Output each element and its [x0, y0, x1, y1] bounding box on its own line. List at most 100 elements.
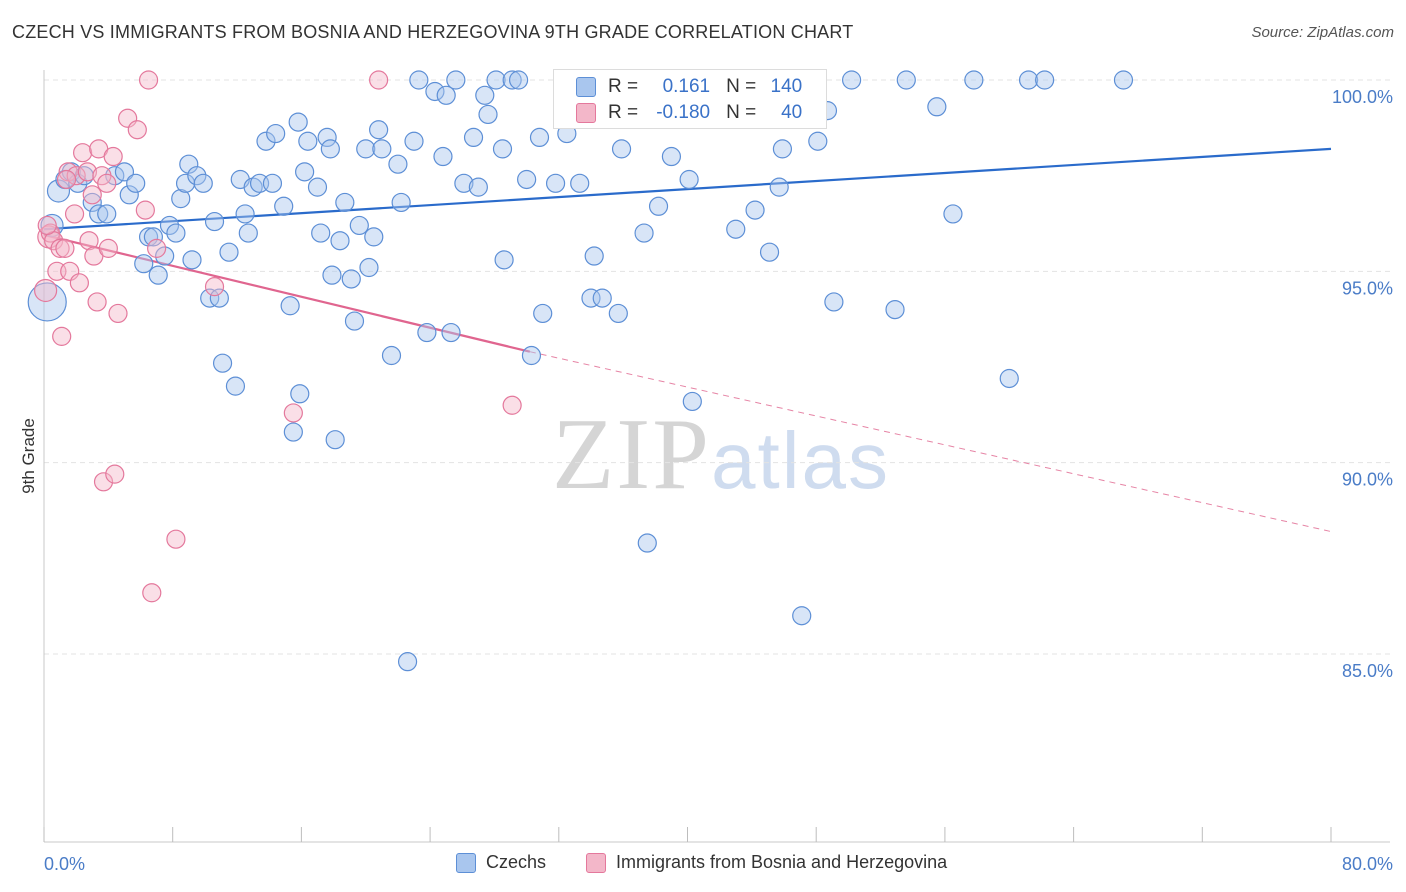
chart-title: CZECH VS IMMIGRANTS FROM BOSNIA AND HERZ… — [12, 22, 854, 42]
czech-point — [679, 169, 699, 190]
czech-point — [841, 70, 862, 90]
bosnia-trend-line-dashed — [529, 351, 1332, 533]
czech-point — [283, 422, 303, 442]
czech-point — [521, 345, 542, 366]
czech-point — [388, 154, 408, 174]
czech-point — [89, 204, 109, 224]
bosnia-point — [283, 403, 303, 423]
czech-point — [927, 97, 947, 117]
czech-point — [182, 250, 202, 270]
bosnia-point — [166, 529, 186, 549]
czech-point — [179, 154, 199, 174]
n-value: 40 — [781, 102, 803, 123]
czech-point — [290, 384, 310, 404]
czech-point — [808, 131, 828, 151]
czech-point — [280, 296, 300, 316]
czech-point — [441, 322, 461, 343]
czech-point — [311, 223, 331, 243]
czech-point — [171, 189, 191, 209]
bosnia-point — [97, 173, 117, 193]
gridlines — [44, 79, 1390, 655]
legend-label-czechs: Czechs — [486, 852, 547, 872]
czech-point — [943, 204, 963, 224]
bosnia-point — [103, 146, 123, 167]
czech-point — [372, 139, 392, 159]
bosnia-point — [127, 120, 147, 140]
y-tick-label: 85.0% — [1342, 661, 1393, 681]
bosnia-point — [87, 292, 107, 312]
czech-point — [235, 204, 255, 224]
czech-point — [225, 376, 246, 396]
n-label: N = — [726, 76, 757, 97]
bosnia-point — [204, 277, 225, 297]
y-tick-label: 95.0% — [1342, 278, 1393, 298]
czechs-legend-swatch — [456, 852, 476, 873]
czech-point — [454, 173, 474, 193]
czech-point — [417, 322, 437, 343]
czech-point — [193, 173, 213, 193]
stats-row-czechs: R = 0.161 N = 140 — [576, 74, 802, 100]
bosnia-point — [142, 583, 162, 603]
czech-point — [166, 223, 186, 243]
czech-point — [322, 265, 342, 285]
bosnia-point — [56, 169, 77, 190]
czech-point — [682, 391, 702, 412]
bosnia-legend-swatch — [586, 852, 606, 873]
czech-point — [349, 215, 369, 236]
czech-point — [436, 85, 456, 105]
legend-label-bosnia: Immigrants from Bosnia and Herzegovina — [616, 852, 948, 872]
czech-point — [648, 196, 669, 216]
czech-point — [502, 70, 522, 90]
r-label: R = — [608, 102, 639, 123]
czech-point — [769, 177, 789, 197]
bosnia-point — [79, 231, 99, 251]
czech-point — [82, 192, 102, 213]
bosnia-point — [502, 395, 522, 415]
czech-point — [581, 288, 601, 308]
czech-point — [999, 368, 1019, 389]
czech-point — [533, 303, 553, 324]
czech-point — [155, 246, 175, 266]
czech-point — [119, 185, 139, 205]
czech-point — [475, 85, 495, 105]
czech-point — [204, 211, 225, 232]
czech-point — [143, 227, 163, 247]
n-value: 140 — [770, 76, 803, 97]
legend-item-czechs[interactable]: Czechs — [456, 852, 546, 873]
bosnia-point — [66, 166, 86, 186]
bosnia-point — [52, 326, 72, 346]
czech-point — [433, 146, 453, 167]
czech-point — [114, 162, 135, 182]
czech-point — [397, 652, 418, 672]
czech-point — [726, 219, 746, 239]
czech-point — [468, 177, 488, 197]
czech-point — [391, 192, 411, 213]
czech-point — [792, 606, 812, 626]
czech-point — [772, 139, 793, 159]
czech-point — [97, 204, 117, 224]
czech-point — [359, 257, 379, 278]
czech-point — [409, 70, 429, 90]
czech-point — [492, 139, 513, 159]
trend-lines — [43, 147, 1332, 533]
czech-point — [529, 127, 550, 147]
x-tick-label-min: 0.0% — [44, 854, 85, 874]
czech-point — [134, 254, 154, 274]
czech-point — [885, 300, 905, 320]
bosnia-point — [98, 238, 118, 258]
watermark: ZIPatlas — [552, 395, 890, 513]
bosnia-point — [73, 143, 93, 163]
czech-point — [364, 227, 384, 247]
watermark-zip: ZIP — [552, 398, 711, 511]
x-tick-label-max: 80.0% — [1342, 854, 1393, 874]
bosnia-point — [69, 273, 89, 293]
legend-item-bosnia[interactable]: Immigrants from Bosnia and Herzegovina — [586, 852, 947, 873]
bosnia-points — [34, 70, 522, 603]
czechs-trend-line — [43, 147, 1332, 231]
watermark-atlas: atlas — [711, 416, 890, 505]
czech-point — [608, 303, 628, 324]
czech-point — [478, 104, 498, 125]
bosnia-point — [369, 70, 389, 90]
source-label: Source: ZipAtlas.com — [1251, 24, 1394, 41]
